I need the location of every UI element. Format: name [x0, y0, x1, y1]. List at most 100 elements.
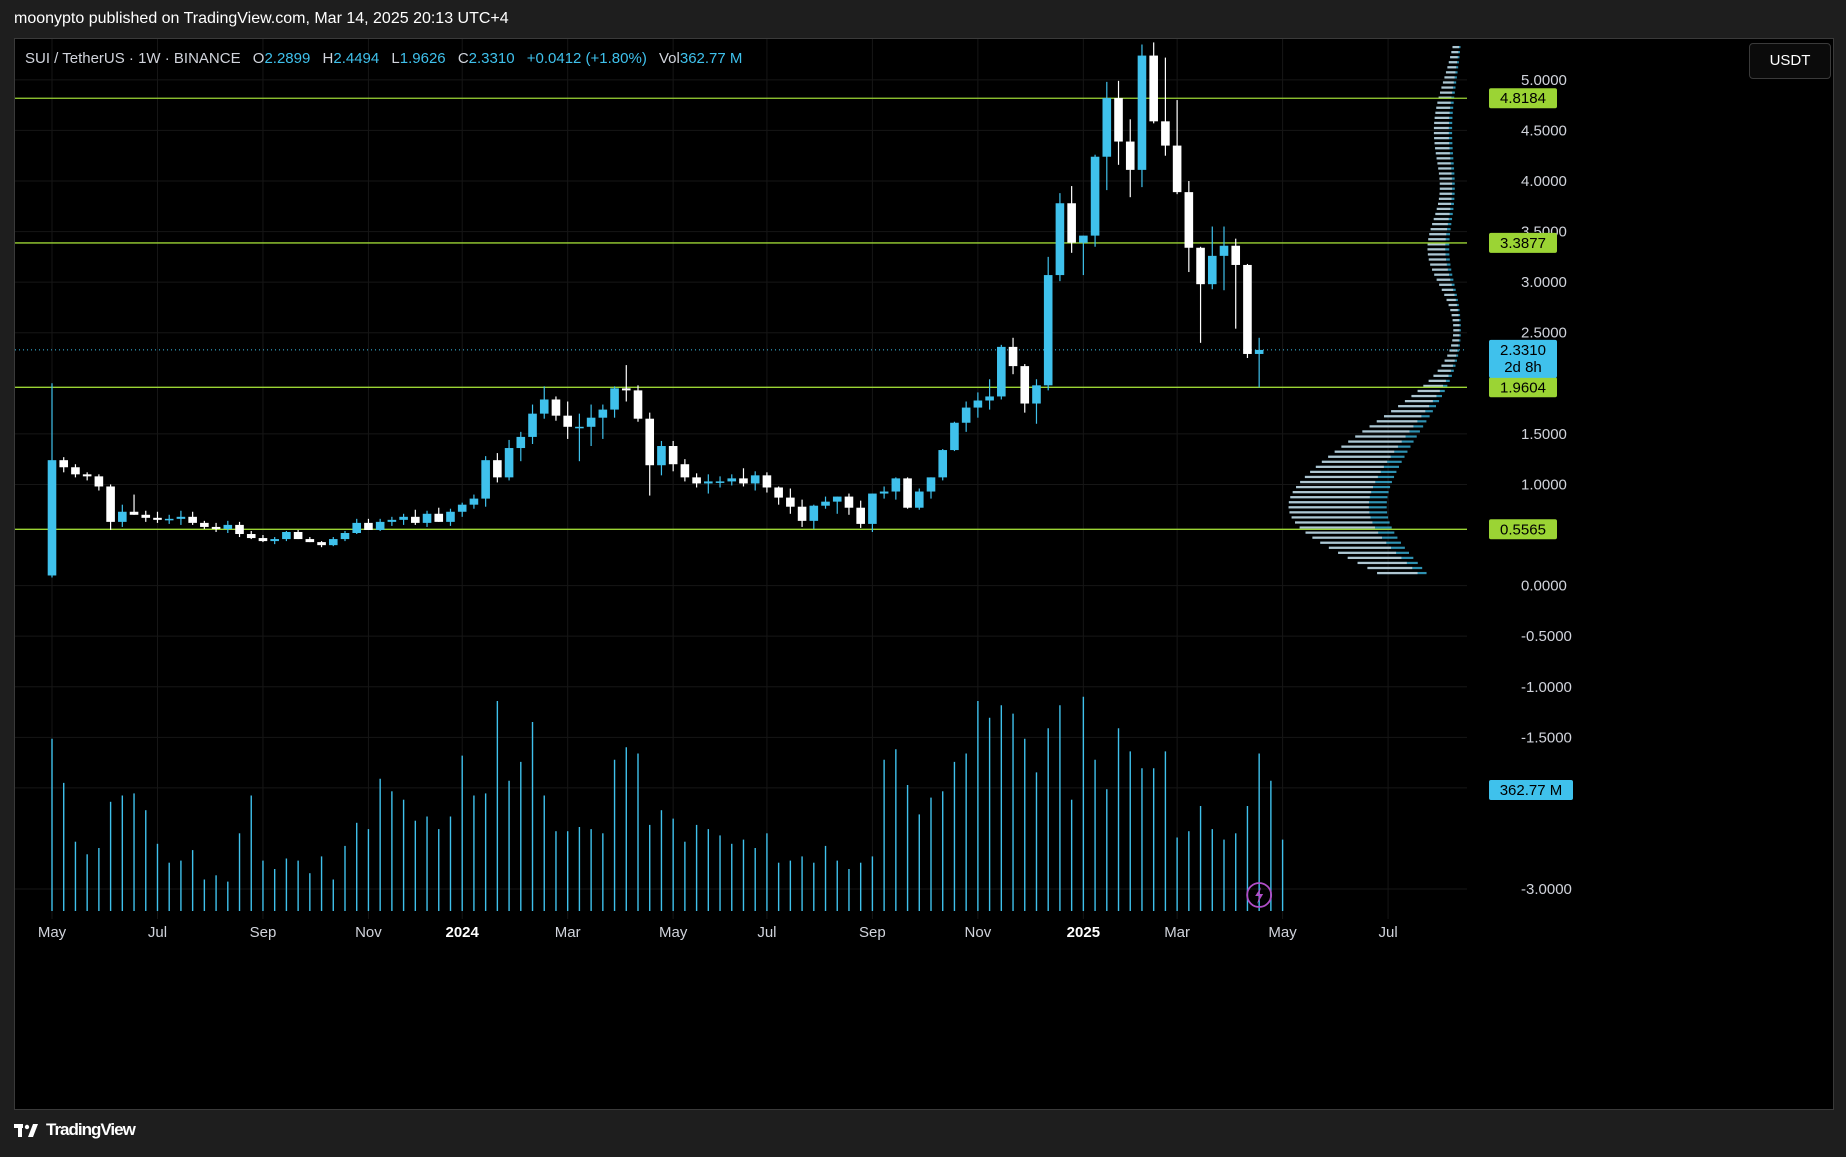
candle-body[interactable] [832, 496, 842, 502]
candle-body[interactable] [82, 474, 92, 477]
candle-body[interactable] [317, 542, 326, 546]
candle-body[interactable] [129, 511, 139, 515]
currency-button[interactable]: USDT [1749, 43, 1831, 79]
candle-body[interactable] [59, 460, 69, 468]
candle-body[interactable] [961, 407, 971, 423]
candle-body[interactable] [563, 415, 572, 427]
candle-body[interactable] [211, 526, 221, 529]
candle-body[interactable] [176, 516, 186, 519]
candle-body[interactable] [422, 513, 432, 523]
candle-body[interactable] [914, 491, 924, 508]
candle-body[interactable] [375, 521, 385, 530]
candle-body[interactable] [633, 390, 643, 419]
candle-body[interactable] [1043, 275, 1053, 386]
candle-body[interactable] [575, 426, 584, 429]
lightning-icon[interactable] [1246, 882, 1273, 908]
symbol-title[interactable]: SUI / TetherUS · 1W · BINANCE [25, 50, 241, 67]
candle-body[interactable] [739, 478, 748, 484]
candle-body[interactable] [1184, 192, 1194, 248]
candle-body[interactable] [539, 399, 549, 414]
footer-branding[interactable]: TradingView [14, 1120, 136, 1140]
candle-body[interactable] [118, 511, 127, 522]
candle-body[interactable] [821, 501, 830, 506]
candle-body[interactable] [1008, 346, 1018, 367]
candle-body[interactable] [1231, 245, 1241, 265]
candle-body[interactable] [434, 513, 444, 522]
candle-body[interactable] [1090, 156, 1100, 236]
candle-body[interactable] [598, 409, 608, 418]
candle-body[interactable] [645, 418, 655, 466]
candle-body[interactable] [938, 450, 948, 478]
candle-body[interactable] [715, 481, 725, 483]
candle-body[interactable] [1254, 349, 1264, 354]
candle-body[interactable] [1207, 255, 1217, 285]
candle-body[interactable] [71, 467, 80, 475]
candle-body[interactable] [1055, 203, 1065, 276]
candle-body[interactable] [985, 396, 994, 401]
candle-body[interactable] [973, 400, 983, 408]
candle-body[interactable] [809, 505, 819, 521]
candle-body[interactable] [1102, 98, 1112, 157]
candle-body[interactable] [352, 522, 362, 534]
candle-body[interactable] [1067, 203, 1076, 243]
candle-body[interactable] [657, 446, 666, 466]
candle-body[interactable] [153, 517, 162, 520]
candle-body[interactable] [340, 533, 350, 540]
candle-body[interactable] [879, 491, 889, 494]
candle-body[interactable] [844, 496, 854, 508]
candle-body[interactable] [200, 522, 209, 527]
candle-body[interactable] [891, 478, 901, 492]
candle-body[interactable] [704, 481, 713, 484]
candle-body[interactable] [364, 522, 373, 530]
candle-body[interactable] [786, 497, 795, 507]
candle-body[interactable] [493, 460, 502, 478]
candle-body[interactable] [399, 516, 408, 520]
candle-body[interactable] [516, 436, 526, 449]
candle-body[interactable] [668, 446, 678, 465]
candle-body[interactable] [293, 531, 303, 540]
price-chart[interactable]: 6.00005.50005.00004.50004.00003.50003.00… [15, 39, 1833, 1109]
candle-body[interactable] [141, 514, 151, 518]
candle-body[interactable] [1219, 245, 1229, 256]
candle-body[interactable] [856, 507, 865, 524]
candle-body[interactable] [1020, 366, 1030, 404]
candle-body[interactable] [1114, 98, 1123, 142]
candle-body[interactable] [528, 413, 537, 437]
candle-body[interactable] [551, 399, 561, 416]
candle-body[interactable] [950, 422, 959, 451]
candle-body[interactable] [446, 511, 455, 522]
candle-body[interactable] [750, 475, 760, 484]
candle-body[interactable] [997, 346, 1006, 397]
candle-body[interactable] [797, 506, 807, 521]
candle-body[interactable] [258, 538, 268, 542]
candle-body[interactable] [270, 539, 279, 542]
candle-body[interactable] [328, 539, 338, 546]
candle-body[interactable] [680, 464, 690, 478]
candle-body[interactable] [1079, 235, 1088, 243]
candle-body[interactable] [1243, 264, 1252, 354]
candle-body[interactable] [868, 493, 877, 524]
chart-panel[interactable]: 6.00005.50005.00004.50004.00003.50003.00… [14, 38, 1834, 1110]
candle-body[interactable] [457, 504, 467, 512]
candle-body[interactable] [504, 448, 514, 478]
candle-body[interactable] [1137, 55, 1147, 170]
candle-body[interactable] [903, 478, 912, 508]
candle-body[interactable] [610, 388, 619, 410]
candle-body[interactable] [727, 478, 737, 482]
candle-body[interactable] [469, 498, 479, 505]
candle-body[interactable] [1172, 145, 1182, 193]
candle-body[interactable] [106, 486, 115, 522]
candle-body[interactable] [47, 460, 57, 576]
candle-body[interactable] [774, 487, 783, 498]
candle-body[interactable] [282, 531, 291, 540]
candle-body[interactable] [1161, 121, 1170, 146]
candle-body[interactable] [235, 524, 244, 535]
candle-body[interactable] [305, 539, 315, 543]
candle-body[interactable] [621, 388, 631, 391]
candle-body[interactable] [762, 475, 772, 488]
candle-body[interactable] [1196, 247, 1205, 285]
candle-body[interactable] [164, 518, 174, 521]
candle-body[interactable] [223, 524, 233, 529]
candle-body[interactable] [94, 476, 104, 487]
candle-body[interactable] [692, 477, 701, 484]
